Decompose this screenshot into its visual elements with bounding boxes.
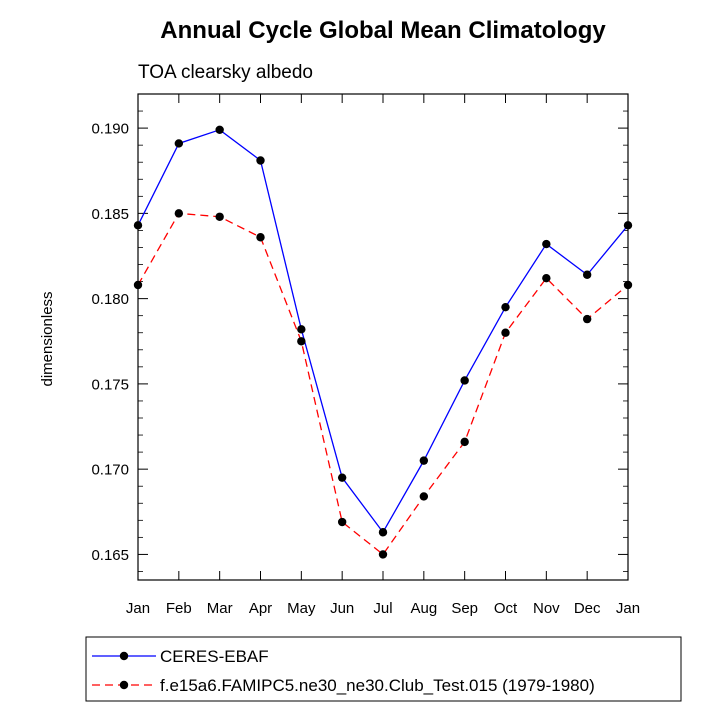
data-point [256,156,265,165]
x-tick-label: Feb [166,600,192,617]
chart-title: Annual Cycle Global Mean Climatology [160,17,606,44]
data-point [542,273,551,283]
data-point [582,314,592,324]
x-tick-label: Aug [410,600,437,617]
y-axis-label: dimensionless [39,291,56,386]
x-tick-label: Jan [126,600,150,617]
x-tick-label: Sep [451,600,478,617]
legend-box [85,636,682,702]
axis-ticks [137,93,629,580]
data-point [582,270,592,279]
x-tick-label: Nov [533,600,560,617]
series-1 [133,125,633,537]
x-tick-labels: Jan Feb Mar Apr May Jun Jul Aug Sep Oct Nov Dec Jan [126,600,640,617]
data-point [215,125,224,135]
y-tick-label: 0.185 [91,206,129,223]
legend-entry-1: CERES-EBAF [92,647,269,666]
series-2 [133,209,633,559]
data-point [419,492,429,501]
x-tick-label: Oct [494,600,518,617]
data-point [419,456,429,465]
data-point [297,325,306,334]
legend-label: CERES-EBAF [160,647,269,666]
y-tick-label: 0.165 [91,547,129,564]
data-point [542,239,551,249]
x-tick-label: Jun [330,600,354,617]
series-line [137,212,629,556]
data-point [337,517,347,527]
data-point [337,473,347,482]
legend-entry-2: f.e15a6.FAMIPC5.ne30_ne30.Club_Test.015 … [92,676,595,695]
data-point [501,328,510,337]
y-tick-label: 0.175 [91,376,129,393]
data-point [297,337,306,346]
data-point [460,437,469,447]
data-point [215,212,224,221]
data-point [501,302,510,312]
legend-label: f.e15a6.FAMIPC5.ne30_ne30.Club_Test.015 … [160,676,595,695]
x-tick-label: Jan [616,600,640,617]
x-tick-label: May [287,600,316,617]
x-tick-label: Dec [574,600,601,617]
y-tick-label: 0.190 [91,121,129,138]
data-point [378,550,388,559]
legend: CERES-EBAF f.e15a6.FAMIPC5.ne30_ne30.Club… [85,636,682,702]
y-tick-labels: 0.165 0.170 0.175 0.180 0.185 0.190 [91,121,129,564]
plot-frame [137,93,629,581]
data-point [174,209,184,218]
x-tick-label: Apr [249,600,272,617]
x-tick-label: Mar [207,600,233,617]
series-line [137,129,629,534]
data-point [256,233,265,242]
data-point [174,139,184,148]
data-point [460,376,469,385]
chart-subtitle: TOA clearsky albedo [138,62,313,83]
y-tick-label: 0.180 [91,291,129,308]
data-series [133,125,633,559]
legend-swatch-marker [119,680,129,690]
legend-swatch-marker [119,651,129,661]
x-tick-label: Jul [373,600,392,617]
y-tick-label: 0.170 [91,462,129,479]
data-point [378,528,388,537]
